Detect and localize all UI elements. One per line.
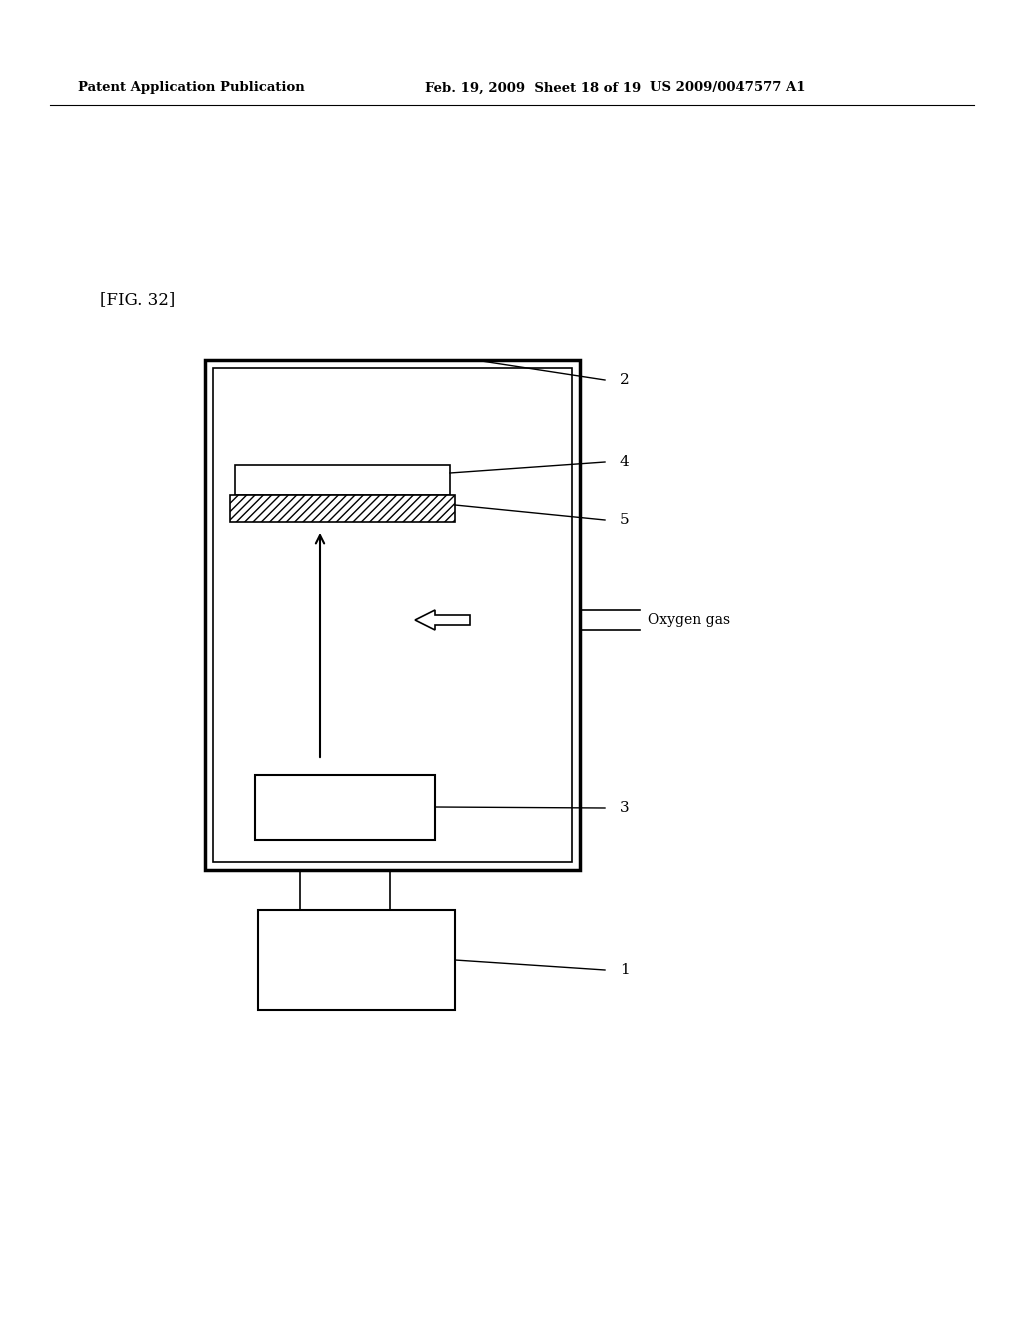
- Text: US 2009/0047577 A1: US 2009/0047577 A1: [650, 82, 806, 95]
- Text: 5: 5: [620, 513, 630, 527]
- Text: [FIG. 32]: [FIG. 32]: [100, 292, 175, 309]
- Text: Oxygen gas: Oxygen gas: [648, 612, 730, 627]
- Text: 2: 2: [620, 374, 630, 387]
- Bar: [258, 909, 455, 1010]
- Bar: [234, 465, 450, 495]
- Text: 4: 4: [620, 455, 630, 469]
- Bar: [213, 368, 572, 862]
- Text: 1: 1: [620, 964, 630, 977]
- Text: 3: 3: [620, 801, 630, 814]
- Text: Feb. 19, 2009  Sheet 18 of 19: Feb. 19, 2009 Sheet 18 of 19: [425, 82, 641, 95]
- Polygon shape: [415, 610, 470, 630]
- Bar: [205, 360, 580, 870]
- Bar: [255, 775, 435, 840]
- Bar: [230, 495, 455, 521]
- Text: Patent Application Publication: Patent Application Publication: [78, 82, 305, 95]
